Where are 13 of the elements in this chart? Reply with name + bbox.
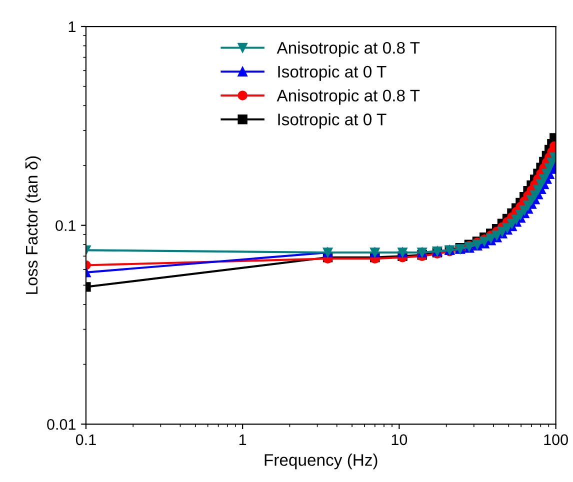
y-axis-title: Loss Factor (tan δ): [25, 156, 41, 294]
y-tick-label: 0.01: [47, 419, 76, 430]
legend-label: Anisotropic at 0.8 T: [276, 89, 420, 105]
x-tick-label: 0.1: [76, 434, 96, 446]
legend-label: Isotropic at 0 T: [278, 113, 386, 129]
legend-label: Isotropic at 0 T: [278, 65, 386, 81]
x-tick-label: 100: [544, 434, 568, 446]
x-axis-title: Frequency (Hz): [264, 454, 378, 470]
x-tick-label: 10: [392, 434, 408, 446]
y-tick-label: 1: [68, 22, 76, 32]
y-tick-label: 0.1: [56, 220, 76, 232]
x-tick-label: 1: [239, 434, 246, 445]
legend-label: Anisotropic at 0.8 T: [276, 42, 420, 58]
